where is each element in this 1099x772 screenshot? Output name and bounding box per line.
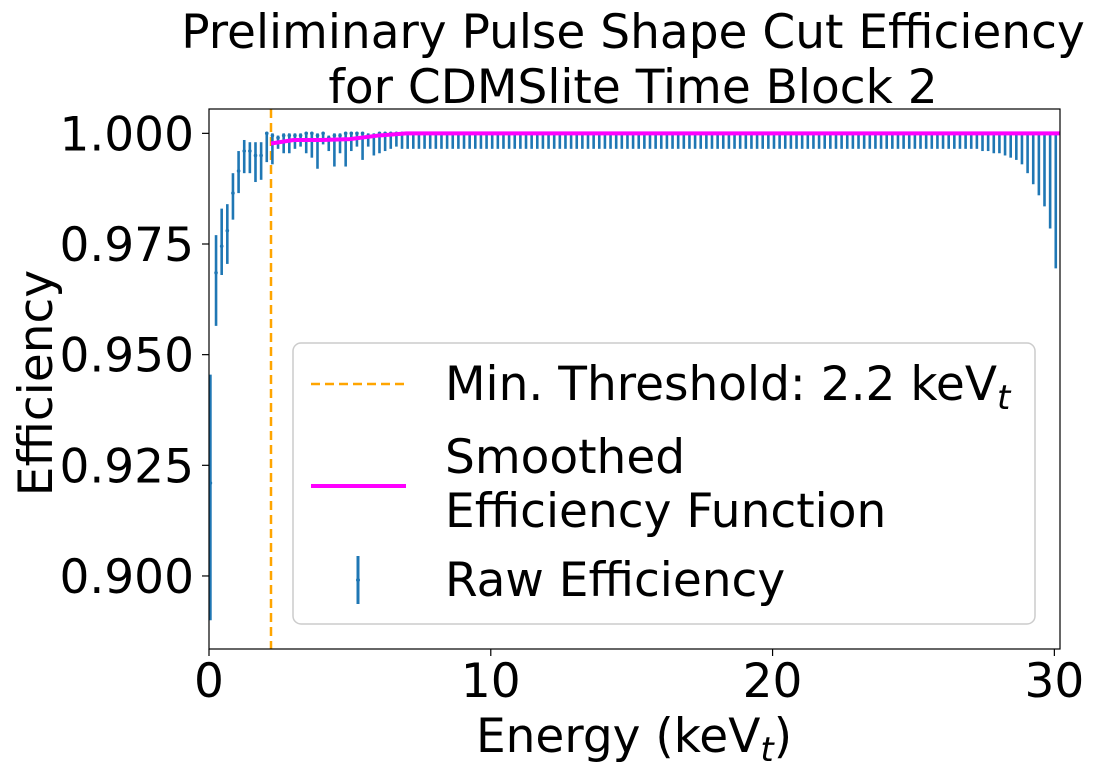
raw-point (315, 133, 320, 138)
raw-point (355, 131, 359, 136)
x-axis-label: Energy (keVt) (476, 709, 792, 770)
y-tick-label: 0.950 (59, 329, 194, 384)
raw-point (293, 133, 297, 138)
legend: Min. Threshold: 2.2 keVt Smoothed Effici… (292, 342, 1036, 625)
raw-point (287, 133, 292, 138)
y-tick-label: 1.000 (59, 107, 194, 162)
plot-frame (208, 108, 1061, 650)
raw-point (248, 149, 252, 153)
y-axis: 0.900 0.925 0.950 0.975 1.000 (59, 107, 209, 605)
raw-point (259, 153, 263, 158)
raw-point (332, 133, 337, 138)
raw-point (242, 149, 247, 153)
y-tick-label: 0.975 (59, 218, 194, 273)
legend-box (292, 342, 1036, 625)
y-tick-label: 0.900 (59, 550, 194, 605)
legend-threshold-label-sub: t (997, 378, 1012, 418)
legend-threshold-label: Min. Threshold: 2.2 keVt (445, 357, 1012, 418)
raw-point (304, 131, 309, 136)
raw-point (298, 133, 303, 138)
raw-point (219, 244, 224, 249)
legend-raw-label: Raw Efficiency (445, 553, 785, 608)
x-tick-label: 10 (461, 654, 521, 709)
legend-smoothed-label-line2: Efficiency Function (445, 484, 886, 539)
chart-title-line1: Preliminary Pulse Shape Cut Efficiency (181, 5, 1085, 60)
raw-point (310, 131, 314, 136)
raw-point (209, 481, 213, 485)
x-axis: 0 10 20 30 (194, 649, 1084, 709)
legend-raw-dot (356, 578, 360, 582)
smoothed-efficiency-line (270, 131, 1060, 146)
raw-point (270, 133, 275, 138)
raw-point (253, 153, 258, 158)
x-axis-label-end: ) (774, 709, 792, 764)
raw-point (281, 133, 286, 138)
chart-title-line2: for CDMSlite Time Block 2 (328, 60, 937, 115)
raw-point (231, 191, 235, 195)
x-tick-label: 0 (194, 654, 224, 709)
raw-point (236, 169, 241, 173)
raw-point (276, 135, 280, 140)
x-tick-label: 30 (1024, 654, 1084, 709)
raw-point (360, 131, 365, 136)
raw-point (214, 270, 218, 275)
raw-point (338, 133, 342, 138)
raw-point (343, 131, 348, 136)
legend-smoothed-label-line1: Smoothed (445, 430, 685, 485)
raw-point (321, 131, 325, 136)
raw-point (264, 131, 269, 136)
y-axis-label: Efficiency (9, 270, 64, 496)
x-tick-label: 20 (743, 654, 803, 709)
x-axis-label-sub: t (760, 730, 775, 770)
raw-point (349, 131, 354, 136)
raw-point (225, 228, 230, 233)
y-tick-label: 0.925 (59, 439, 194, 494)
